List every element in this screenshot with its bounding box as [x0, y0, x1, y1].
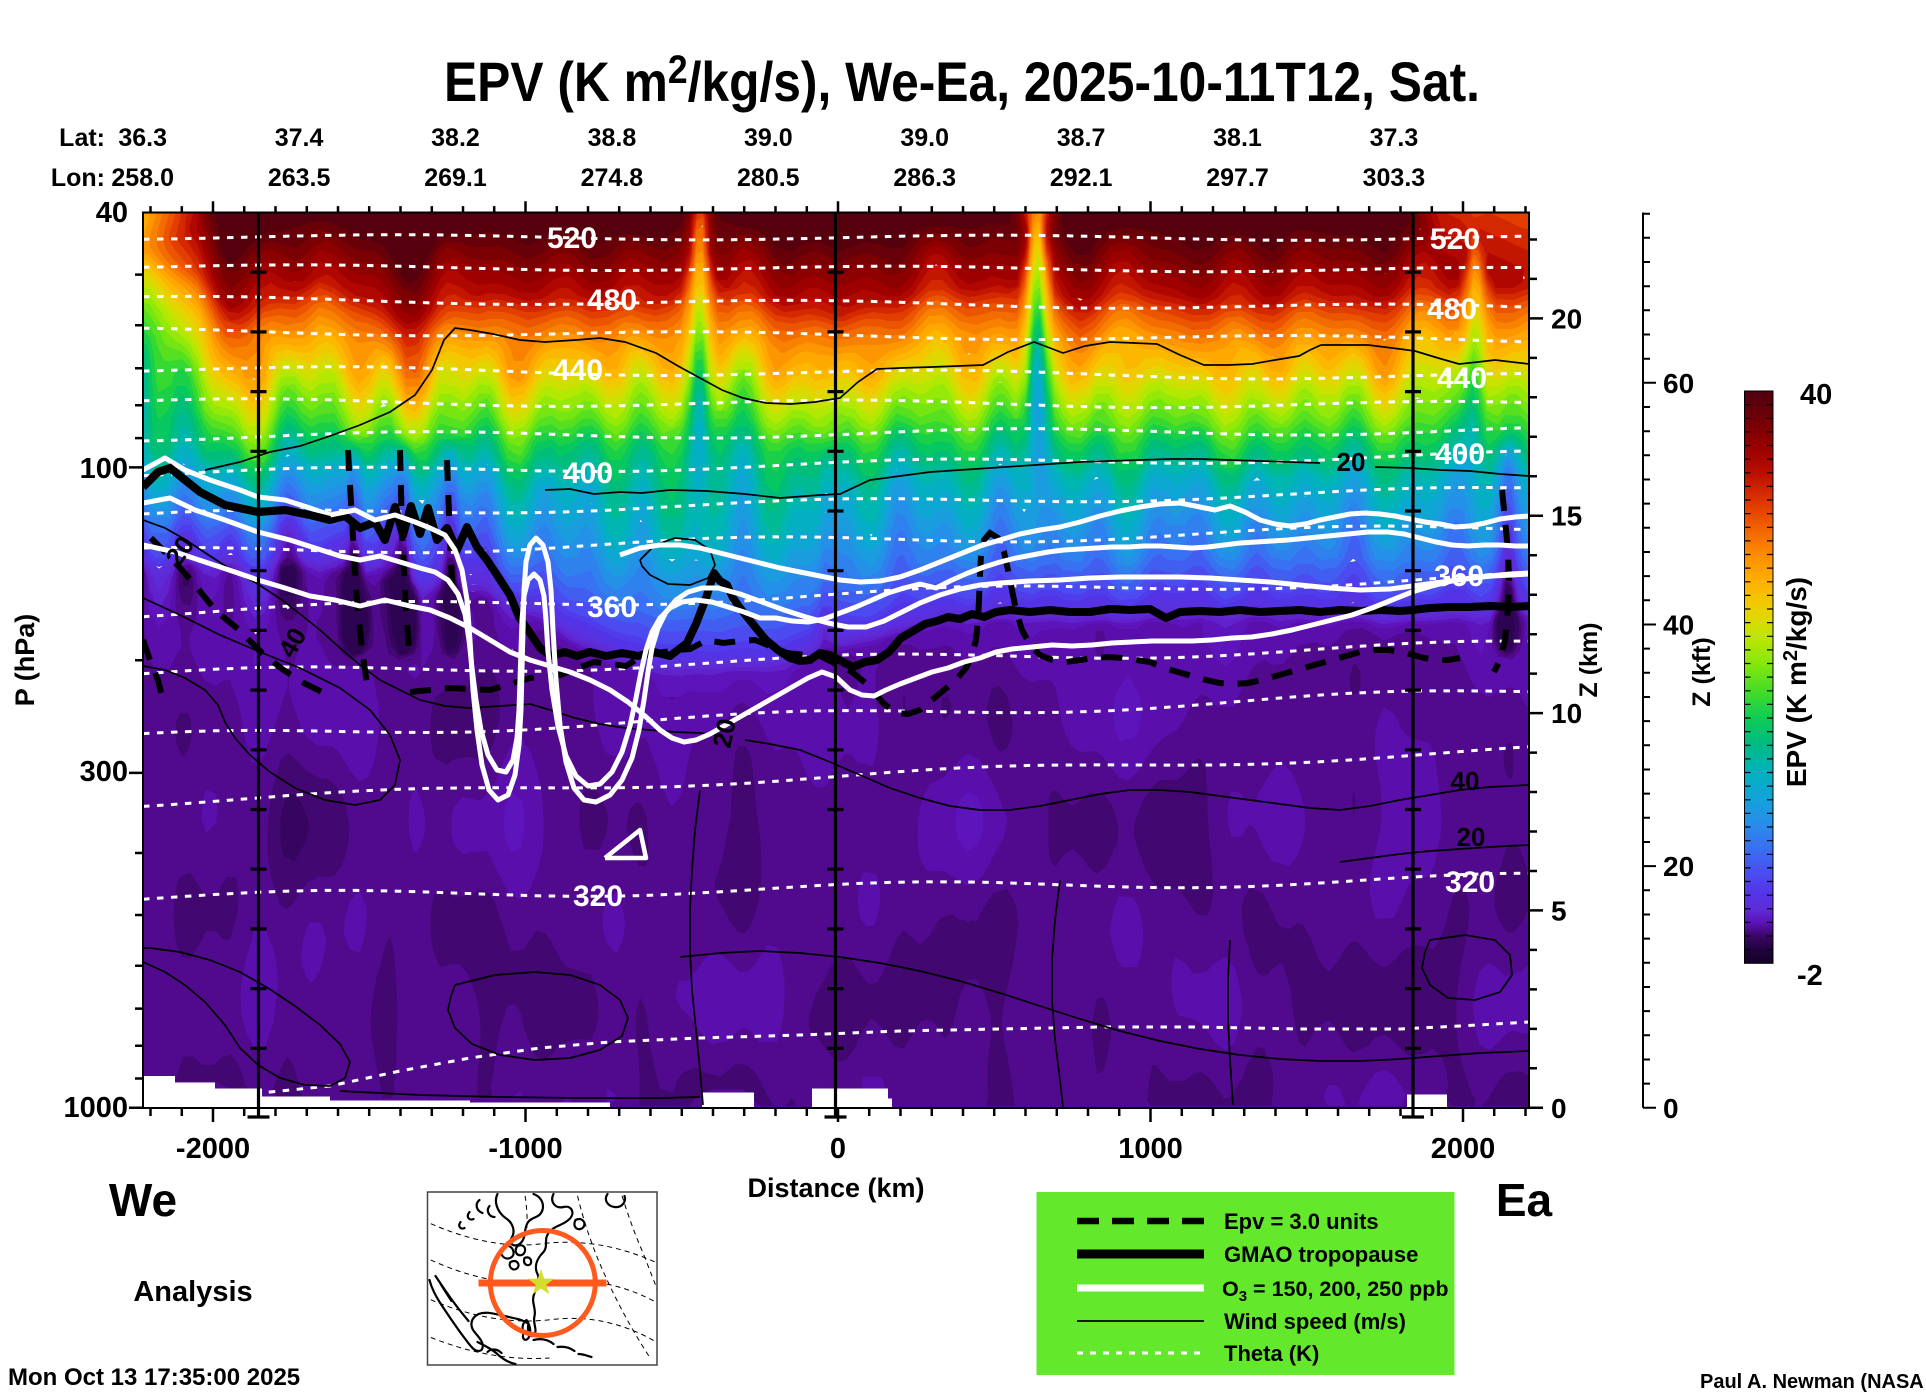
svg-text:10: 10	[1551, 698, 1582, 729]
svg-text:20: 20	[1457, 822, 1486, 852]
svg-text:36.3: 36.3	[118, 124, 167, 152]
svg-text:40: 40	[1451, 766, 1480, 796]
svg-text:EPV (K m2/kg/s), We-Ea, 2025-1: EPV (K m2/kg/s), We-Ea, 2025-10-11T12, S…	[444, 48, 1480, 113]
svg-text:20: 20	[707, 716, 742, 751]
svg-text:1000: 1000	[1118, 1133, 1183, 1165]
svg-text:440: 440	[553, 354, 603, 387]
svg-text:O3 = 150, 200, 250 ppb: O3 = 150, 200, 250 ppb	[1222, 1277, 1448, 1305]
svg-text:Theta (K): Theta (K)	[1224, 1341, 1319, 1366]
svg-text:P (hPa): P (hPa)	[10, 614, 40, 707]
svg-text:Paul A. Newman (NASA: Paul A. Newman (NASA	[1700, 1371, 1924, 1393]
svg-text:37.3: 37.3	[1370, 124, 1419, 152]
svg-text:Lat:: Lat:	[59, 124, 105, 152]
svg-text:400: 400	[563, 457, 613, 490]
svg-text:297.7: 297.7	[1206, 164, 1269, 192]
svg-text:286.3: 286.3	[893, 164, 956, 192]
svg-text:40: 40	[1663, 609, 1694, 640]
svg-text:5: 5	[1551, 895, 1567, 926]
svg-text:Analysis: Analysis	[133, 1276, 252, 1308]
svg-text:0: 0	[1663, 1093, 1679, 1124]
svg-text:0: 0	[1551, 1093, 1567, 1124]
svg-text:520: 520	[547, 222, 597, 255]
svg-text:2000: 2000	[1431, 1133, 1496, 1165]
svg-text:480: 480	[587, 284, 637, 317]
svg-text:We: We	[109, 1174, 177, 1226]
svg-text:480: 480	[1427, 293, 1477, 326]
svg-text:Wind speed (m/s): Wind speed (m/s)	[1224, 1309, 1406, 1334]
svg-text:Epv = 3.0 units: Epv = 3.0 units	[1224, 1209, 1379, 1234]
svg-text:20: 20	[1663, 851, 1694, 882]
svg-text:320: 320	[1445, 866, 1495, 899]
svg-text:360: 360	[1434, 560, 1484, 593]
svg-text:EPV (K m2/kg/s): EPV (K m2/kg/s)	[1780, 577, 1812, 787]
svg-text:Z (km): Z (km)	[1575, 623, 1603, 698]
svg-text:100: 100	[80, 453, 128, 485]
svg-text:38.8: 38.8	[588, 124, 637, 152]
svg-text:60: 60	[1663, 368, 1694, 399]
svg-text:0: 0	[830, 1133, 846, 1165]
svg-text:520: 520	[1430, 223, 1480, 256]
svg-text:39.0: 39.0	[744, 124, 793, 152]
svg-text:Distance (km): Distance (km)	[747, 1173, 924, 1203]
svg-text:20: 20	[1337, 447, 1366, 477]
svg-text:-2000: -2000	[176, 1133, 250, 1165]
svg-text:38.1: 38.1	[1213, 124, 1262, 152]
svg-text:292.1: 292.1	[1050, 164, 1113, 192]
svg-text:20: 20	[1551, 303, 1582, 334]
svg-text:15: 15	[1551, 501, 1582, 532]
svg-text:300: 300	[80, 756, 128, 788]
svg-text:Lon:: Lon:	[51, 164, 105, 192]
svg-text:Z (kft): Z (kft)	[1688, 637, 1716, 706]
svg-text:-1000: -1000	[488, 1133, 562, 1165]
svg-text:37.4: 37.4	[275, 124, 324, 152]
svg-text:Mon Oct 13 17:35:00 2025: Mon Oct 13 17:35:00 2025	[8, 1364, 300, 1391]
svg-text:38.7: 38.7	[1057, 124, 1106, 152]
svg-text:320: 320	[573, 880, 623, 913]
svg-text:1000: 1000	[63, 1092, 128, 1124]
svg-text:40: 40	[1800, 379, 1832, 411]
svg-text:280.5: 280.5	[737, 164, 800, 192]
svg-text:-2: -2	[1797, 960, 1823, 992]
svg-text:40: 40	[96, 197, 128, 229]
svg-text:38.2: 38.2	[431, 124, 480, 152]
svg-text:360: 360	[587, 591, 637, 624]
svg-text:258.0: 258.0	[111, 164, 174, 192]
svg-text:GMAO tropopause: GMAO tropopause	[1224, 1242, 1418, 1267]
svg-text:269.1: 269.1	[424, 164, 487, 192]
svg-text:39.0: 39.0	[900, 124, 949, 152]
svg-text:303.3: 303.3	[1363, 164, 1426, 192]
svg-text:Ea: Ea	[1496, 1174, 1553, 1226]
svg-text:274.8: 274.8	[581, 164, 644, 192]
svg-text:400: 400	[1435, 438, 1485, 471]
svg-text:263.5: 263.5	[268, 164, 331, 192]
svg-text:440: 440	[1437, 362, 1487, 395]
